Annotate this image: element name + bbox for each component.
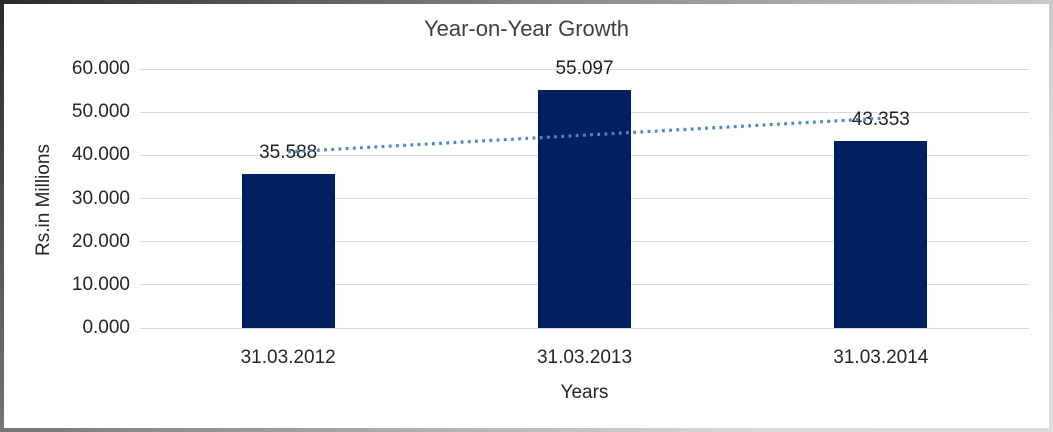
chart-title: Year-on-Year Growth — [423, 16, 630, 41]
x-category-label: 31.03.2014 — [833, 347, 929, 368]
x-category-label: 31.03.2013 — [536, 347, 633, 368]
y-tick-label: 40.000 — [71, 144, 130, 166]
bar-value-label: 55.097 — [555, 58, 614, 80]
y-tick-label: 20.000 — [71, 230, 130, 252]
bar — [241, 174, 335, 328]
bar-value-label: 35.588 — [259, 142, 318, 164]
y-tick-label: 60.000 — [71, 58, 130, 79]
y-tick-label: 10.000 — [71, 273, 130, 295]
y-tick-label: 0.000 — [82, 317, 130, 338]
bar — [538, 90, 631, 328]
y-tick-label: 50.000 — [71, 101, 130, 123]
bar-value-label: 43.353 — [851, 108, 910, 130]
bar — [834, 140, 928, 328]
y-tick-label: 30.000 — [71, 187, 130, 209]
x-axis-title: Years — [560, 382, 609, 403]
x-category-label: 31.03.2012 — [240, 347, 336, 368]
